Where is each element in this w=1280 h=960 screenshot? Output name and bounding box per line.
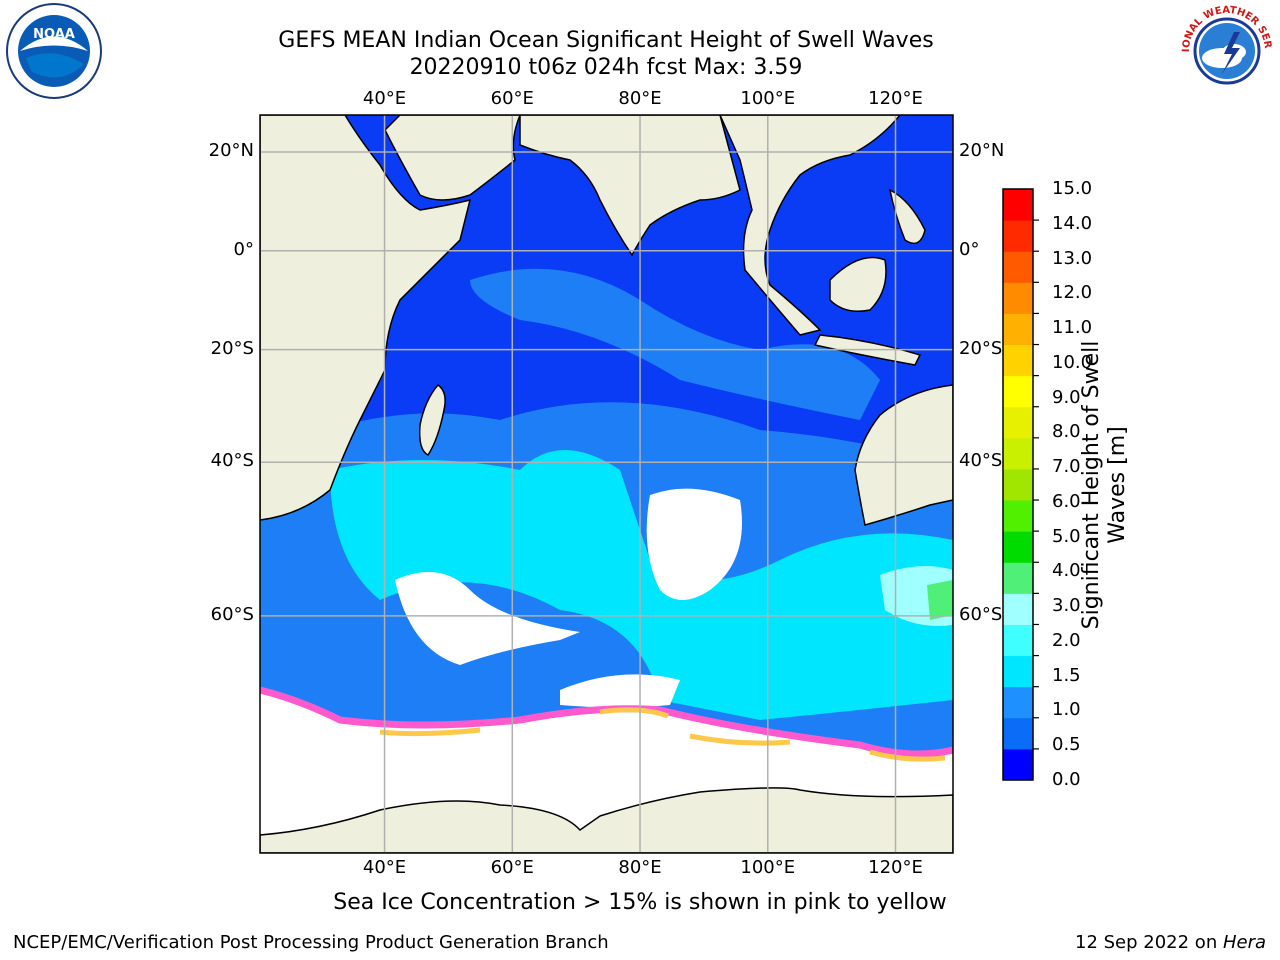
lat-tick-label: 0° xyxy=(233,238,254,260)
lon-tick-label: 80°E xyxy=(618,857,662,878)
colorbar-tick-label: 4.0 xyxy=(1052,560,1081,582)
land-indonesia xyxy=(829,256,887,312)
swell-band-high xyxy=(330,450,953,720)
footer-credit: NCEP/EMC/Verification Post Processing Pr… xyxy=(13,932,609,953)
colorbar-label: Significant Height of Swell Waves [m] xyxy=(1079,315,1131,655)
colorbar-tick-label: 0.5 xyxy=(1052,734,1081,756)
land-australia xyxy=(854,384,953,526)
land-southeast-asia xyxy=(719,115,901,336)
land-arabia xyxy=(384,115,521,201)
map-title: GEFS MEAN Indian Ocean Significant Heigh… xyxy=(278,28,934,53)
sea-ice-note: Sea Ice Concentration > 15% is shown in … xyxy=(333,890,947,915)
colorbar-tick-label: 1.0 xyxy=(1052,699,1081,721)
colorbar-tick-label: 10.0 xyxy=(1052,351,1093,373)
land-madagascar xyxy=(418,383,446,456)
map-subtitle: 20220910 t06z 024h fcst Max: 3.59 xyxy=(409,55,803,80)
lon-tick-label: 100°E xyxy=(740,857,796,878)
colorbar-segment xyxy=(1003,531,1033,563)
colorbar-tick-label: 11.0 xyxy=(1052,317,1093,339)
lon-tick-label: 80°E xyxy=(618,88,662,109)
colorbar-tick-label: 8.0 xyxy=(1052,421,1081,443)
colorbar-frame xyxy=(1002,188,1034,781)
colorbar-tick-label: 0.0 xyxy=(1052,769,1081,790)
colorbar-tick-label: 3.0 xyxy=(1052,595,1081,617)
lat-tick-label: 0° xyxy=(959,238,980,260)
lon-tick-label: 60°E xyxy=(490,88,534,109)
colorbar-tick-label: 14.0 xyxy=(1052,212,1093,234)
colorbar-segment xyxy=(1003,220,1033,252)
footer-date-text: 12 Sep 2022 on xyxy=(1075,932,1223,953)
footer-date: 12 Sep 2022 on Hera xyxy=(1075,932,1266,953)
lon-tick-label: 40°E xyxy=(362,857,407,878)
noaa-logo-text: NOAA xyxy=(33,27,75,42)
calm-patch xyxy=(395,572,580,665)
land-africa xyxy=(260,115,472,521)
colorbar-tick-label: 9.0 xyxy=(1052,386,1081,408)
colorbar-segment xyxy=(1003,624,1033,657)
nws-logo-icon: NATIONAL WEATHER SERVICE xyxy=(1176,2,1273,97)
colorbar-tick-label: 12.0 xyxy=(1052,282,1093,304)
lon-tick-label: 60°E xyxy=(490,857,534,878)
lon-tick-label: 120°E xyxy=(868,88,923,109)
colorbar-tick-label: 5.0 xyxy=(1052,525,1081,547)
colorbar-segment xyxy=(1003,375,1033,408)
colorbar-segment xyxy=(1003,593,1033,625)
swell-max-patch xyxy=(927,580,953,620)
lat-tick-label: 40°S xyxy=(959,450,1003,472)
colorbar-segment xyxy=(1003,655,1033,688)
lon-tick-label: 120°E xyxy=(868,857,923,878)
colorbar-label-line2: Waves [m] xyxy=(1105,426,1130,544)
lon-tick-label: 100°E xyxy=(740,88,796,109)
colorbar-tick-label: 2.0 xyxy=(1052,629,1081,651)
noaa-logo-icon: NOAA xyxy=(6,3,102,99)
colorbar-segment xyxy=(1003,748,1033,781)
calm-patch xyxy=(560,674,680,708)
sea-ice-edge-yellow xyxy=(379,707,946,762)
colorbar-segment xyxy=(1003,406,1033,439)
land-antarctica xyxy=(260,787,953,853)
map-gridlines xyxy=(260,115,953,853)
colorbar-tick-label: 15.0 xyxy=(1052,178,1093,199)
lat-tick-label: 60°S xyxy=(959,603,1003,625)
colorbar-segment xyxy=(1003,189,1033,221)
land-india xyxy=(519,115,741,257)
colorbar-segment xyxy=(1003,468,1033,501)
lat-tick-label: 20°S xyxy=(210,337,254,359)
lat-tick-label: 20°S xyxy=(959,337,1003,359)
lat-tick-label: 60°S xyxy=(210,603,254,625)
lat-tick-label: 20°N xyxy=(959,139,1005,161)
colorbar-tick-label: 13.0 xyxy=(1052,247,1093,269)
swell-band-north xyxy=(470,268,880,420)
colorbar-tick-label: 1.5 xyxy=(1052,664,1081,686)
footer-host: Hera xyxy=(1222,932,1266,953)
colorbar xyxy=(1002,188,1039,781)
colorbar-segment xyxy=(1003,344,1033,377)
colorbar-segment xyxy=(1003,500,1033,532)
colorbar-segment xyxy=(1003,251,1033,283)
colorbar-tick-label: 7.0 xyxy=(1052,456,1081,478)
map-frame xyxy=(259,114,954,854)
colorbar-label-line1: Significant Height of Swell xyxy=(1079,340,1104,630)
colorbar-tick-label: 6.0 xyxy=(1052,490,1081,512)
colorbar-segment xyxy=(1003,437,1033,470)
colorbar-segment xyxy=(1003,313,1033,346)
lon-tick-label: 40°E xyxy=(362,88,407,109)
colorbar-segment xyxy=(1003,282,1033,314)
colorbar-segment xyxy=(1003,562,1033,594)
calm-patch xyxy=(646,488,742,600)
lat-tick-label: 40°S xyxy=(210,450,254,472)
lat-tick-label: 20°N xyxy=(208,139,254,161)
colorbar-segment xyxy=(1003,717,1033,750)
colorbar-segment xyxy=(1003,686,1033,719)
